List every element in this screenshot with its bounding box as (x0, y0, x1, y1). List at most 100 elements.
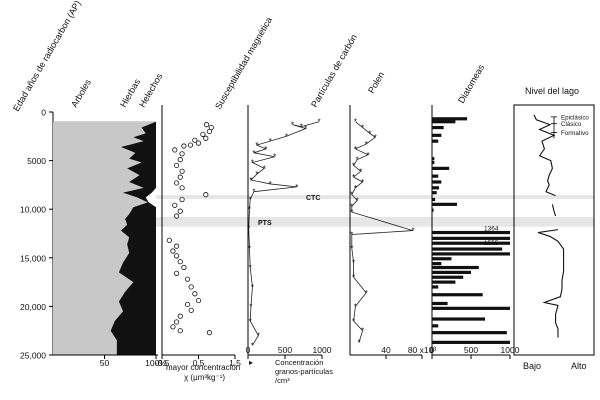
sus-tick-label: -0.5 (155, 358, 170, 368)
polen-point: * (350, 191, 353, 200)
susceptibility-point (203, 135, 209, 141)
event-bands: CTC PTS (53, 195, 594, 227)
carbon-point: * (252, 149, 255, 158)
diatom-bar (432, 139, 439, 143)
susceptibility-point (174, 180, 180, 186)
carbon-x-ticks: 0 500 1000 (246, 345, 332, 359)
diatom-annotation: 1555 (484, 240, 499, 247)
diatom-bar (432, 120, 456, 124)
susceptibility-x-ticks: -0.5 0.5 1.5 (155, 355, 241, 368)
panel-vegetation: 50 100% Arboles Hierbas Helechos (53, 71, 167, 368)
polen-point: * (365, 289, 368, 298)
susceptibility-point (179, 196, 185, 203)
diatom-x-ticks: 0 500 1000 (430, 345, 520, 359)
carbon-tick-label: 0 (246, 345, 251, 355)
diatom-bar (432, 202, 457, 206)
susceptibility-point (174, 253, 180, 259)
diatom-bar (432, 275, 464, 279)
susceptibility-point (181, 264, 187, 271)
polen-point: * (350, 230, 353, 239)
susceptibility-point (174, 243, 180, 249)
veg-tick-label: 100% (145, 358, 167, 368)
carbon-tick-label: 1000 (313, 345, 332, 355)
polen-point: * (365, 140, 368, 149)
diatom-bar (432, 197, 436, 202)
carbon-point: * (249, 195, 252, 204)
susceptibility-point (177, 328, 183, 334)
diatom-bar (432, 186, 440, 190)
carbon-point: * (249, 176, 252, 185)
susceptibility-point (200, 131, 206, 137)
polen-point: * (411, 227, 414, 236)
susceptibility-point (206, 128, 213, 135)
panel-carbon: *** **** ** ***** * ************ 0 500 1000 Par… (246, 33, 359, 385)
susceptibility-point (203, 192, 209, 198)
lake-x-label-high: Alto (571, 361, 587, 371)
band-label-ctc: CTC (306, 195, 320, 202)
carbon-point: * (269, 180, 272, 189)
lake-level-lines (533, 114, 565, 338)
susceptibility-point (174, 270, 180, 276)
diatom-bar (432, 208, 434, 212)
diatom-bar (432, 293, 483, 297)
susceptibility-point (187, 142, 194, 148)
polen-point: * (356, 156, 359, 165)
carbon-footnote-2: granos-partículas (275, 367, 333, 376)
y-tick-label: 5000 (27, 156, 46, 166)
carbon-point: * (285, 132, 288, 141)
polen-line (351, 121, 414, 343)
diatom-bar (432, 270, 471, 274)
y-tick-label: 0 (41, 108, 46, 118)
diatom-bar (432, 252, 510, 256)
polen-points: *** ************************ (350, 118, 414, 348)
vegetation-areas (53, 121, 156, 355)
polen-title: Polen (366, 70, 386, 95)
carbon-point: * (291, 121, 294, 130)
polen-point: * (361, 327, 364, 336)
carbon-tick-label: 500 (278, 345, 292, 355)
sus-tick-label: 1.5 (229, 358, 241, 368)
susceptibility-point (181, 143, 187, 149)
diatom-annotations: 1364 1555 (484, 226, 499, 248)
diatom-bar (432, 117, 468, 121)
polen-point: * (352, 317, 355, 326)
y-tick-label: 10,000 (20, 205, 46, 215)
diatom-bar (432, 133, 442, 137)
carbon-point: * (263, 164, 266, 173)
polen-point: * (368, 129, 371, 138)
lake-level-line (533, 114, 556, 197)
polen-point: * (354, 184, 357, 193)
period-label: Epiclásico (561, 114, 589, 121)
susceptibility-point (177, 157, 183, 163)
y-tick-label: 25,000 (20, 351, 46, 361)
susceptibility-point (184, 301, 191, 308)
band-pts (53, 216, 594, 227)
polen-tick-label: 80 x10³ (408, 345, 437, 355)
diatom-bar (432, 262, 442, 266)
column-label-arboles: Arboles (69, 77, 93, 109)
period-label: Clásico (561, 121, 582, 128)
diatom-bar (432, 280, 456, 284)
susceptibility-point (170, 248, 176, 254)
carbon-point: * (249, 302, 252, 311)
polen-tick-label: 40 (381, 345, 391, 355)
carbon-point: * (300, 123, 303, 132)
diatom-bars (432, 117, 510, 344)
susceptibility-point (174, 213, 180, 219)
y-tick-label: 15,000 (20, 253, 46, 263)
carbon-point: * (304, 125, 307, 134)
susceptibility-point (179, 151, 185, 157)
polen-point: * (352, 173, 355, 182)
polen-point: * (350, 208, 353, 217)
carbon-point: * (255, 141, 258, 150)
diatom-bar (432, 236, 510, 240)
susceptibility-points (166, 122, 214, 336)
y-axis-label: Edad años de radiocarbon (AP) (11, 0, 83, 113)
susceptibility-point (192, 137, 198, 143)
diatom-annotation: 1364 (484, 226, 499, 233)
susceptibility-point (172, 202, 178, 208)
diatom-bar (432, 340, 510, 344)
